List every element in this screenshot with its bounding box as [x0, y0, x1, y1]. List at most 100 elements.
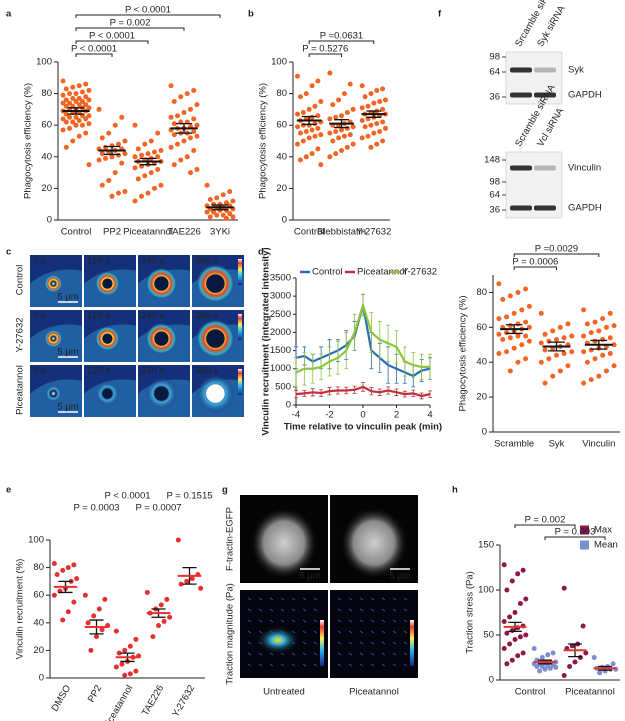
y-tick-label: 40	[476, 357, 487, 368]
data-point	[581, 333, 587, 339]
data-point	[610, 661, 616, 667]
data-point	[588, 377, 594, 383]
data-point	[318, 162, 324, 168]
panel-label: g	[222, 485, 228, 496]
y-tick-label: 80	[476, 287, 487, 298]
legend-swatch	[580, 540, 589, 550]
bead	[206, 274, 225, 293]
p-value: P = 0.1515	[166, 491, 212, 502]
p-value: P < 0.0001	[71, 44, 117, 55]
data-point	[309, 151, 315, 157]
data-point	[542, 347, 548, 353]
data-point	[526, 303, 532, 309]
significance-bracket	[514, 524, 576, 528]
data-point	[526, 338, 532, 344]
data-point	[341, 133, 347, 139]
x-tick-label: Scramble	[494, 439, 534, 450]
data-point	[194, 133, 200, 139]
data-point	[309, 127, 315, 133]
data-point	[554, 352, 559, 358]
significance-bracket	[75, 40, 149, 44]
y-tick-label: 80	[276, 88, 287, 99]
data-point	[561, 673, 567, 678]
data-point	[350, 141, 356, 147]
traction-vector	[247, 630, 252, 634]
x-axis-label: Time relative to vinculin peak (min)	[284, 422, 442, 433]
traction-vector	[313, 619, 318, 623]
data-point	[60, 78, 66, 84]
colorbar	[238, 369, 242, 395]
data-point	[103, 155, 109, 161]
traction-vector	[280, 663, 285, 667]
data-point	[60, 100, 66, 106]
x-tick-label: Piceatannol	[565, 687, 615, 698]
time-label: 240 s	[141, 311, 164, 322]
data-point	[577, 655, 583, 660]
y-tick-label: 3500	[270, 273, 291, 284]
data-point	[336, 97, 342, 103]
traction-vector	[337, 619, 342, 623]
data-point	[83, 81, 89, 87]
data-point	[139, 152, 145, 158]
data-point	[145, 151, 151, 157]
data-point	[175, 113, 181, 119]
data-point	[112, 170, 118, 176]
traction-vector	[370, 619, 375, 623]
data-point	[96, 606, 102, 612]
data-point	[167, 614, 173, 620]
data-point	[315, 125, 321, 131]
time-label: 0 s	[33, 256, 46, 267]
data-point	[155, 154, 161, 160]
data-point	[99, 182, 105, 188]
data-point	[60, 92, 66, 98]
data-point	[86, 87, 92, 93]
data-point	[74, 576, 80, 582]
traction-vector	[313, 641, 318, 645]
significance-bracket	[308, 53, 342, 57]
series-line	[295, 385, 431, 398]
data-point	[380, 119, 386, 125]
data-point	[230, 198, 236, 204]
data-point	[596, 328, 602, 334]
band-label: GAPDH	[568, 90, 602, 101]
data-point	[341, 91, 347, 97]
x-tick-label: DMSO	[50, 683, 74, 713]
data-point	[327, 154, 333, 160]
data-point	[127, 671, 133, 677]
traction-vector	[403, 619, 408, 623]
data-point	[65, 565, 71, 571]
data-point	[362, 124, 368, 130]
traction-vector	[258, 652, 263, 656]
significance-bracket	[513, 266, 557, 270]
p-value: P < 0.0001	[89, 31, 135, 42]
y-tick-label: 60	[276, 120, 287, 131]
data-point	[214, 195, 220, 201]
traction-vector	[247, 597, 252, 601]
data-point	[515, 571, 521, 577]
band-label: Vinculin	[568, 163, 601, 174]
p-value: P = 0.0007	[135, 503, 181, 514]
data-point	[223, 200, 229, 206]
data-point	[86, 97, 92, 103]
traction-vector	[313, 652, 318, 656]
data-point	[187, 135, 193, 141]
data-point	[542, 666, 548, 672]
data-point	[139, 193, 145, 199]
data-point	[178, 94, 184, 100]
data-point	[339, 147, 344, 153]
band	[534, 205, 556, 211]
data-point	[63, 111, 69, 117]
data-point	[330, 102, 336, 108]
traction-vector	[337, 597, 342, 601]
traction-vector	[370, 597, 375, 601]
bead	[206, 384, 225, 403]
colorbar	[238, 259, 242, 285]
colorbar	[320, 620, 324, 666]
traction-vector	[291, 619, 296, 623]
data-point	[119, 160, 125, 166]
data-point	[164, 596, 170, 602]
data-point	[333, 129, 339, 135]
data-point	[122, 151, 128, 157]
traction-vector	[359, 641, 364, 645]
significance-bracket	[75, 53, 113, 57]
